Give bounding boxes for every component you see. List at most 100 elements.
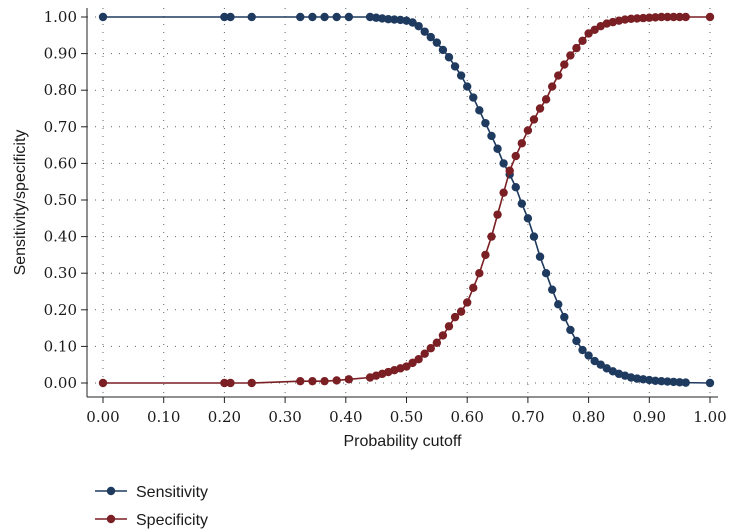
data-point-specificity (632, 14, 642, 23)
data-point-specificity (505, 166, 514, 175)
data-point-sensitivity (535, 252, 545, 261)
y-tick-label: 1.00 (44, 8, 77, 26)
data-point-sensitivity (420, 27, 429, 36)
data-point-sensitivity (426, 32, 435, 42)
data-point-sensitivity (481, 118, 490, 128)
data-point-sensitivity (523, 214, 533, 223)
series-sensitivity (98, 12, 715, 388)
y-tick-label: 0.70 (44, 118, 77, 136)
legend-item-specificity: Specificity (95, 512, 208, 529)
data-point-specificity (308, 376, 317, 386)
data-point-specificity (456, 307, 466, 316)
data-point-sensitivity (572, 336, 581, 346)
data-point-sensitivity (220, 12, 229, 22)
x-tick-label: 0.50 (390, 408, 423, 426)
data-point-sensitivity (517, 199, 527, 208)
series-layer (98, 12, 715, 388)
axes: 0.00 0.10 0.20 0.30 0.40 0.50 0.60 0.70 0.80 0.90… (44, 8, 727, 426)
data-point-specificity (475, 269, 484, 278)
data-point-specificity (469, 283, 478, 293)
data-point-specificity (578, 36, 587, 45)
data-point-sensitivity (247, 12, 256, 22)
x-tick-label: 0.70 (511, 408, 544, 426)
data-point-sensitivity (590, 356, 599, 366)
data-point-sensitivity (554, 300, 563, 309)
data-point-specificity (705, 12, 715, 22)
data-point-sensitivity (296, 12, 305, 22)
data-point-sensitivity (308, 12, 317, 22)
data-point-specificity (420, 349, 429, 358)
x-tick-label: 0.20 (208, 408, 241, 426)
x-tick-label: 1.00 (693, 408, 726, 426)
data-point-sensitivity (663, 377, 672, 386)
grid (87, 8, 718, 397)
data-point-specificity (626, 14, 636, 24)
data-point-specificity (584, 29, 593, 38)
legend-item-sensitivity: Sensitivity (95, 484, 208, 501)
y-tick-label: 0.40 (44, 228, 77, 246)
legend-label: Sensitivity (136, 484, 208, 501)
data-point-specificity (344, 375, 354, 384)
data-point-sensitivity (390, 15, 399, 24)
data-point-sensitivity (596, 360, 605, 369)
x-tick-label: 0.40 (329, 408, 362, 426)
data-point-sensitivity (705, 378, 715, 388)
data-point-sensitivity (657, 376, 666, 386)
data-point-sensitivity (499, 159, 508, 168)
data-point-sensitivity (651, 376, 660, 385)
data-point-sensitivity (414, 21, 423, 31)
data-point-sensitivity (529, 232, 539, 241)
x-tick-label: 0.10 (147, 408, 180, 426)
data-point-sensitivity (469, 93, 478, 102)
x-axis-title: Probability cutoff (344, 433, 463, 450)
data-point-sensitivity (384, 15, 393, 24)
x-tick-label: 0.00 (86, 408, 119, 426)
data-point-specificity (669, 12, 678, 22)
data-point-specificity (481, 250, 490, 260)
data-point-sensitivity (511, 182, 520, 192)
data-point-sensitivity (541, 269, 551, 278)
x-tick-label: 0.30 (268, 408, 301, 426)
y-tick-label: 0.20 (44, 301, 77, 319)
data-point-specificity (332, 376, 341, 385)
y-tick-label: 0.80 (44, 81, 77, 99)
x-tick-label: 0.80 (572, 408, 605, 426)
data-point-specificity (523, 126, 533, 135)
data-point-specificity (529, 115, 539, 124)
data-point-sensitivity (560, 312, 569, 322)
data-point-sensitivity (226, 12, 235, 22)
data-point-specificity (444, 322, 454, 331)
data-point-sensitivity (669, 377, 678, 387)
data-point-specificity (220, 378, 229, 388)
data-point-sensitivity (320, 12, 329, 22)
data-point-specificity (517, 139, 527, 148)
y-tick-label: 0.90 (44, 45, 77, 63)
data-point-specificity (572, 43, 581, 53)
data-point-specificity (566, 51, 575, 60)
legend-label: Specificity (136, 512, 208, 529)
x-tick-label: 0.90 (633, 408, 666, 426)
x-tick-label: 0.60 (450, 408, 483, 426)
data-point-sensitivity (450, 62, 460, 71)
data-point-specificity (541, 95, 551, 104)
data-point-specificity (663, 12, 672, 22)
data-point-sensitivity (675, 378, 684, 387)
legend-marker (106, 514, 116, 524)
data-point-sensitivity (566, 325, 575, 335)
data-point-specificity (98, 378, 108, 388)
data-point-specificity (560, 60, 569, 69)
y-axis-title: Sensitivity/specificity (12, 130, 29, 276)
data-point-specificity (463, 298, 472, 307)
data-point-sensitivity (332, 12, 341, 22)
data-point-sensitivity (344, 12, 354, 22)
data-point-sensitivity (584, 351, 593, 360)
legend: Sensitivity Specificity (95, 484, 208, 529)
data-point-specificity (645, 13, 654, 22)
y-tick-label: 0.30 (44, 264, 77, 282)
data-point-specificity (320, 376, 329, 386)
data-point-sensitivity (578, 345, 587, 355)
data-point-specificity (499, 188, 508, 197)
data-point-specificity (487, 232, 496, 241)
data-point-sensitivity (444, 53, 454, 62)
